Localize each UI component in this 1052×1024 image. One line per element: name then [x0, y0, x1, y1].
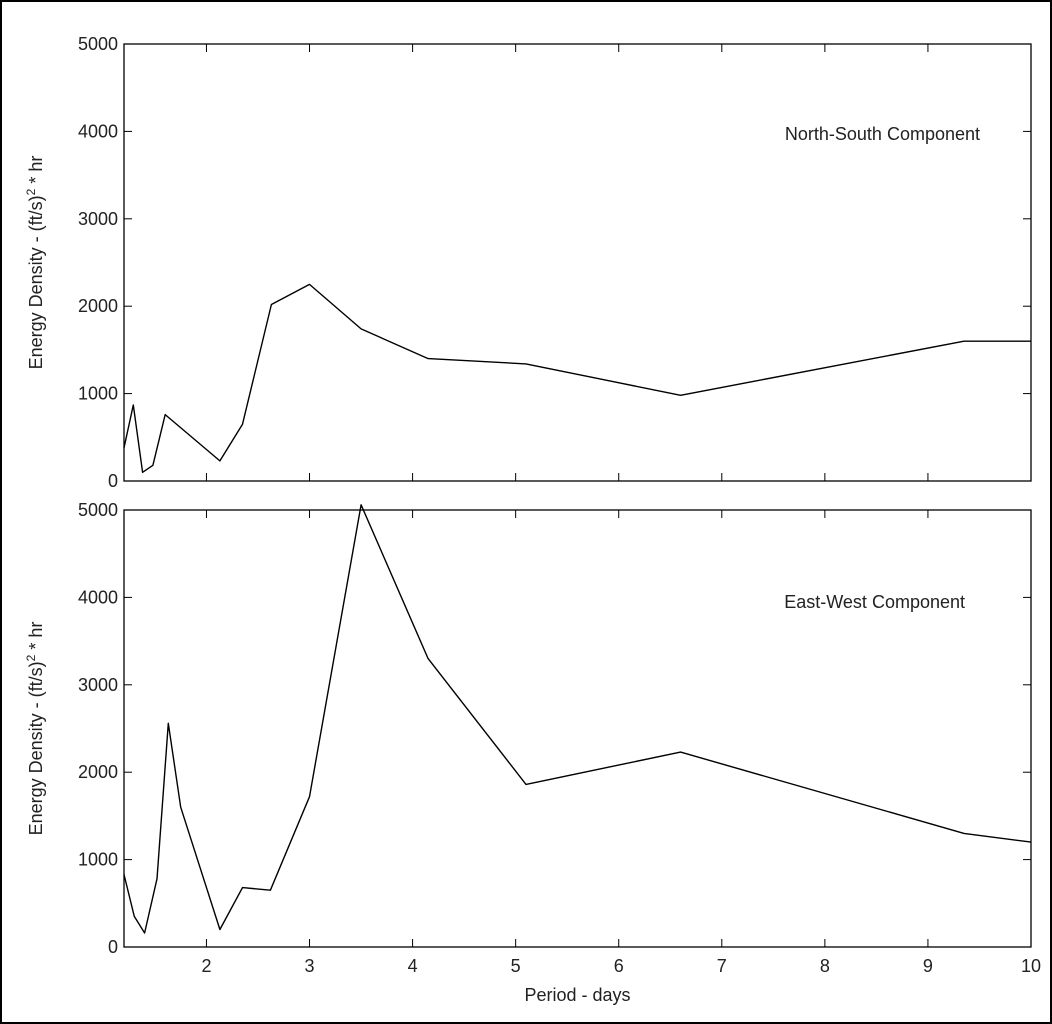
east-west-y-tick-label: 3000: [78, 675, 118, 695]
north-south-panel: 0 1000 2000 3000 4000 5000 North-South Compone…: [24, 34, 1032, 491]
north-south-y-axis-title-main: Energy Density - (ft/s): [26, 195, 46, 369]
east-west-y-tick-label: 2000: [78, 762, 118, 782]
east-west-y-tick-label: 5000: [78, 500, 118, 520]
north-south-series-line: [123, 283, 1031, 473]
east-west-annotation: East-West Component: [784, 592, 965, 612]
east-west-y-tick-label: 4000: [78, 587, 118, 607]
east-west-x-tick-label: 3: [305, 956, 315, 976]
east-west-plot-area: [123, 509, 1032, 948]
east-west-y-axis-title-exponent: 2: [24, 654, 38, 661]
east-west-x-tick-label: 4: [408, 956, 418, 976]
east-west-x-tick-label: 8: [820, 956, 830, 976]
north-south-y-tick-label: 5000: [78, 34, 118, 54]
north-south-y-tick-label: 3000: [78, 209, 118, 229]
north-south-plot-area: [123, 43, 1032, 482]
north-south-y-axis-title: Energy Density - (ft/s)2 * hr: [24, 156, 46, 370]
east-west-y-axis-title-unit: * hr: [26, 622, 46, 655]
east-west-x-tick-label: 9: [923, 956, 933, 976]
north-south-y-axis-title-exponent: 2: [24, 188, 38, 195]
east-west-y-axis-title: Energy Density - (ft/s)2 * hr: [24, 622, 46, 836]
east-west-x-tick-label: 6: [614, 956, 624, 976]
north-south-y-axis-title-unit: * hr: [26, 156, 46, 189]
east-west-y-tick-label: 0: [108, 937, 118, 957]
east-west-x-axis-title: Period - days: [524, 985, 630, 1005]
north-south-annotation: North-South Component: [785, 124, 980, 144]
east-west-y-axis-title-main: Energy Density - (ft/s): [26, 661, 46, 835]
east-west-x-tick-label: 7: [717, 956, 727, 976]
east-west-panel: 0 1000 2000 3000 4000 5000 2 3 4 5 6 7 8 9 10 East-West…: [24, 500, 1041, 1005]
north-south-y-tick-label: 2000: [78, 296, 118, 316]
east-west-x-tick-label: 10: [1021, 956, 1041, 976]
east-west-x-tick-label: 2: [201, 956, 211, 976]
north-south-y-tick-label: 1000: [78, 384, 118, 404]
east-west-y-tick-label: 1000: [78, 850, 118, 870]
north-south-y-tick-label: 0: [108, 471, 118, 491]
east-west-x-tick-label: 5: [511, 956, 521, 976]
north-south-y-tick-label: 4000: [78, 121, 118, 141]
east-west-series-line: [123, 504, 1032, 934]
